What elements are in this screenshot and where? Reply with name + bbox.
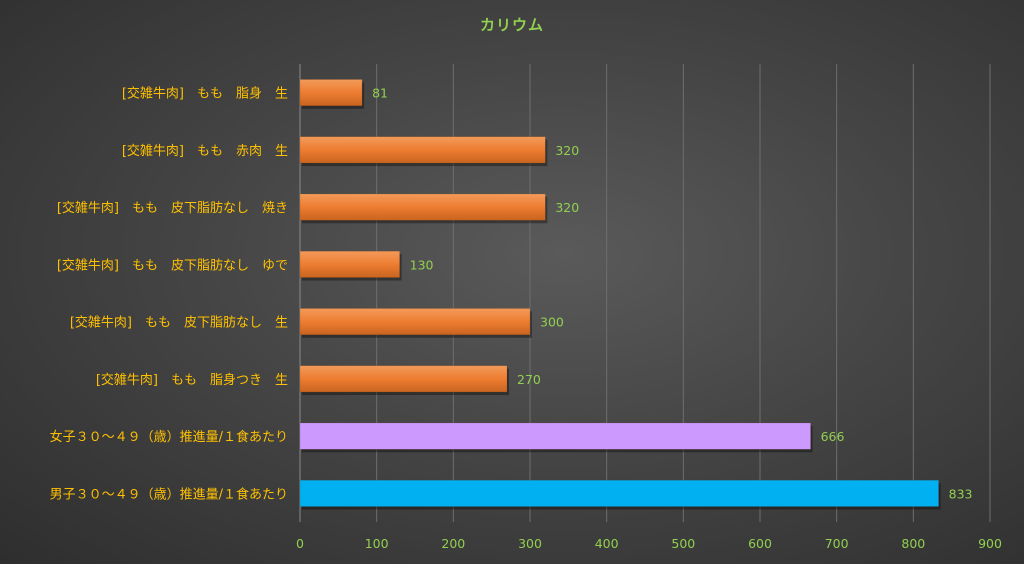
x-tick-label: 700	[825, 536, 849, 551]
x-tick-label: 0	[296, 536, 304, 551]
bar	[299, 250, 400, 278]
x-tick-label: 900	[978, 536, 1002, 551]
bar	[299, 79, 363, 107]
category-label: [交雑牛肉] もも 皮下脂肪なし ゆで	[57, 257, 288, 273]
x-tick-label: 200	[441, 536, 465, 551]
data-label: 81	[372, 86, 388, 101]
x-tick-label: 600	[748, 536, 772, 551]
x-tick-label: 100	[365, 536, 389, 551]
category-label: [交雑牛肉] もも 皮下脂肪なし 生	[70, 315, 288, 331]
chart-title: カリウム	[479, 16, 544, 34]
category-label: [交雑牛肉] もも 脂身つき 生	[96, 372, 288, 388]
bar	[299, 479, 939, 507]
category-label: [交雑牛肉] もも 赤肉 生	[122, 143, 288, 159]
bar	[299, 422, 811, 450]
category-label: 女子３０～４９（歳）推進量/１食あたり	[50, 429, 288, 445]
bar	[299, 193, 546, 221]
data-label: 270	[517, 372, 541, 387]
data-label: 130	[410, 257, 434, 272]
category-label: 男子３０～４９（歳）推進量/１食あたり	[50, 486, 288, 502]
x-tick-label: 500	[671, 536, 695, 551]
bar	[299, 308, 531, 336]
data-label: 300	[540, 315, 564, 330]
bar	[299, 136, 546, 164]
category-label: [交雑牛肉] もも 脂身 生	[122, 86, 288, 102]
data-label: 320	[555, 143, 579, 158]
bar	[299, 365, 508, 393]
x-tick-label: 800	[901, 536, 925, 551]
x-tick-label: 400	[595, 536, 619, 551]
x-tick-label: 300	[518, 536, 542, 551]
data-label: 833	[949, 486, 973, 501]
data-label: 666	[821, 429, 845, 444]
category-label: [交雑牛肉] もも 皮下脂肪なし 焼き	[57, 200, 288, 216]
data-label: 320	[555, 200, 579, 215]
